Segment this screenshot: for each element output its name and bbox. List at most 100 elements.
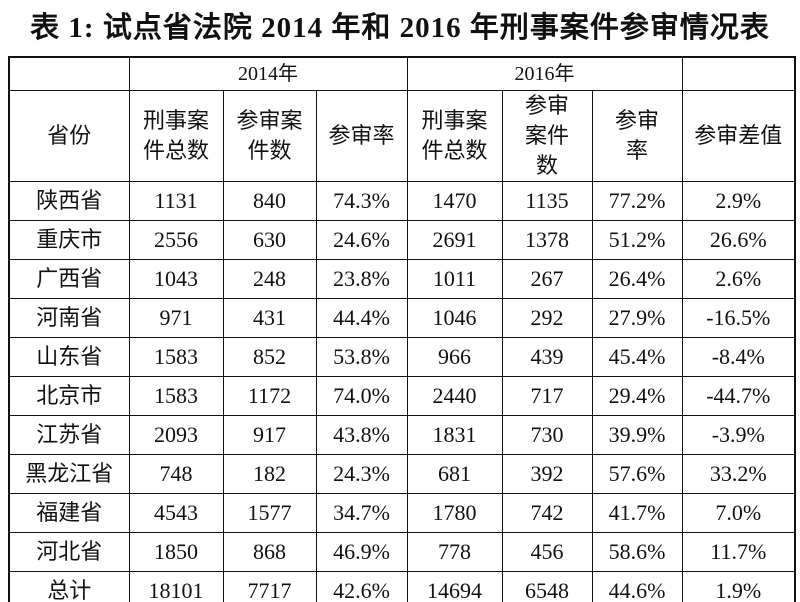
- column-header: 参审案件数: [222, 90, 317, 182]
- cell: 6548: [501, 571, 593, 602]
- cell: 26.4%: [591, 259, 683, 299]
- cell: 39.9%: [591, 415, 683, 455]
- cell: 1583: [128, 376, 224, 416]
- cell: 42.6%: [315, 571, 408, 602]
- cell: 77.2%: [591, 181, 683, 221]
- cell: 29.4%: [591, 376, 683, 416]
- cell: 57.6%: [591, 454, 683, 494]
- cell: 868: [222, 532, 317, 572]
- table-row: 山东省 1583 852 53.8% 966 439 45.4% -8.4%: [8, 337, 796, 377]
- cell: 2440: [406, 376, 503, 416]
- table-title: 表 1: 试点省法院 2014 年和 2016 年刑事案件参审情况表: [30, 12, 770, 44]
- table-row: 河北省 1850 868 46.9% 778 456 58.6% 11.7%: [8, 532, 796, 572]
- table-row: 重庆市 2556 630 24.6% 2691 1378 51.2% 26.6%: [8, 220, 796, 260]
- cell: 1011: [406, 259, 503, 299]
- cell: 7717: [222, 571, 317, 602]
- table-row: 广西省 1043 248 23.8% 1011 267 26.4% 2.6%: [8, 259, 796, 299]
- table-body: 2014年 2016年 省份 刑事案件总数 参审案件数 参审率 刑事案件总数 参审案件数 参审率…: [8, 56, 796, 602]
- cell: 41.7%: [591, 493, 683, 533]
- table-row: 河南省 971 431 44.4% 1046 292 27.9% -16.5%: [8, 298, 796, 338]
- cell: 46.9%: [315, 532, 408, 572]
- header-row: 2014年 2016年: [8, 56, 796, 91]
- cell: 2093: [128, 415, 224, 455]
- cell: 7.0%: [681, 493, 796, 533]
- cell: 2.6%: [681, 259, 796, 299]
- cell: 966: [406, 337, 503, 377]
- row-label: 黑龙江省: [8, 454, 130, 494]
- cell: 51.2%: [591, 220, 683, 260]
- cell: -44.7%: [681, 376, 796, 416]
- row-label: 山东省: [8, 337, 130, 377]
- table-row: 江苏省 2093 917 43.8% 1831 730 39.9% -3.9%: [8, 415, 796, 455]
- table-row: 北京市 1583 1172 74.0% 2440 717 29.4% -44.7%: [8, 376, 796, 416]
- table-row: 福建省 4543 1577 34.7% 1780 742 41.7% 7.0%: [8, 493, 796, 533]
- cell: 748: [128, 454, 224, 494]
- cell: 45.4%: [591, 337, 683, 377]
- header-cell: [681, 56, 796, 91]
- cell: 1780: [406, 493, 503, 533]
- cell: 34.7%: [315, 493, 408, 533]
- row-label: 重庆市: [8, 220, 130, 260]
- cell: 1577: [222, 493, 317, 533]
- row-label: 河北省: [8, 532, 130, 572]
- cell: -8.4%: [681, 337, 796, 377]
- cell: 1131: [128, 181, 224, 221]
- cell: 182: [222, 454, 317, 494]
- cell: 248: [222, 259, 317, 299]
- row-label: 陕西省: [8, 181, 130, 221]
- row-label: 总计: [8, 571, 130, 602]
- cell: 43.8%: [315, 415, 408, 455]
- cell: 1831: [406, 415, 503, 455]
- cell: 681: [406, 454, 503, 494]
- cell: 1583: [128, 337, 224, 377]
- cell: 1378: [501, 220, 593, 260]
- cell: 439: [501, 337, 593, 377]
- cell: 1470: [406, 181, 503, 221]
- cell: 292: [501, 298, 593, 338]
- row-label: 江苏省: [8, 415, 130, 455]
- cell: 778: [406, 532, 503, 572]
- cell: 456: [501, 532, 593, 572]
- cell: 11.7%: [681, 532, 796, 572]
- cell: 852: [222, 337, 317, 377]
- cell: 431: [222, 298, 317, 338]
- cell: 44.6%: [591, 571, 683, 602]
- cell: 23.8%: [315, 259, 408, 299]
- data-table: 2014年 2016年 省份 刑事案件总数 参审案件数 参审率 刑事案件总数 参审案件数 参审率…: [8, 56, 797, 602]
- cell: 267: [501, 259, 593, 299]
- cell: 630: [222, 220, 317, 260]
- cell: 1046: [406, 298, 503, 338]
- row-label: 广西省: [8, 259, 130, 299]
- cell: 58.6%: [591, 532, 683, 572]
- column-header: 参审差值: [681, 90, 796, 182]
- table-row: 总计 18101 7717 42.6% 14694 6548 44.6% 1.9%: [8, 571, 796, 602]
- cell: 33.2%: [681, 454, 796, 494]
- column-header: 省份: [8, 90, 130, 182]
- cell: 2691: [406, 220, 503, 260]
- cell: 18101: [128, 571, 224, 602]
- column-header: 刑事案件总数: [406, 90, 503, 182]
- cell: 14694: [406, 571, 503, 602]
- cell: 742: [501, 493, 593, 533]
- cell: -16.5%: [681, 298, 796, 338]
- row-label: 福建省: [8, 493, 130, 533]
- table-row: 黑龙江省 748 182 24.3% 681 392 57.6% 33.2%: [8, 454, 796, 494]
- cell: 1172: [222, 376, 317, 416]
- cell: 392: [501, 454, 593, 494]
- cell: 1850: [128, 532, 224, 572]
- header-group: 2016年: [406, 56, 683, 91]
- table-row: 陕西省 1131 840 74.3% 1470 1135 77.2% 2.9%: [8, 181, 796, 221]
- header-row: 省份 刑事案件总数 参审案件数 参审率 刑事案件总数 参审案件数 参审率 参审差值: [8, 90, 796, 182]
- column-header: 参审率: [315, 90, 408, 182]
- cell: 917: [222, 415, 317, 455]
- column-header: 刑事案件总数: [128, 90, 224, 182]
- cell: 74.3%: [315, 181, 408, 221]
- cell: 53.8%: [315, 337, 408, 377]
- cell: 717: [501, 376, 593, 416]
- cell: 24.3%: [315, 454, 408, 494]
- cell: 2556: [128, 220, 224, 260]
- cell: 27.9%: [591, 298, 683, 338]
- row-label: 河南省: [8, 298, 130, 338]
- cell: 1043: [128, 259, 224, 299]
